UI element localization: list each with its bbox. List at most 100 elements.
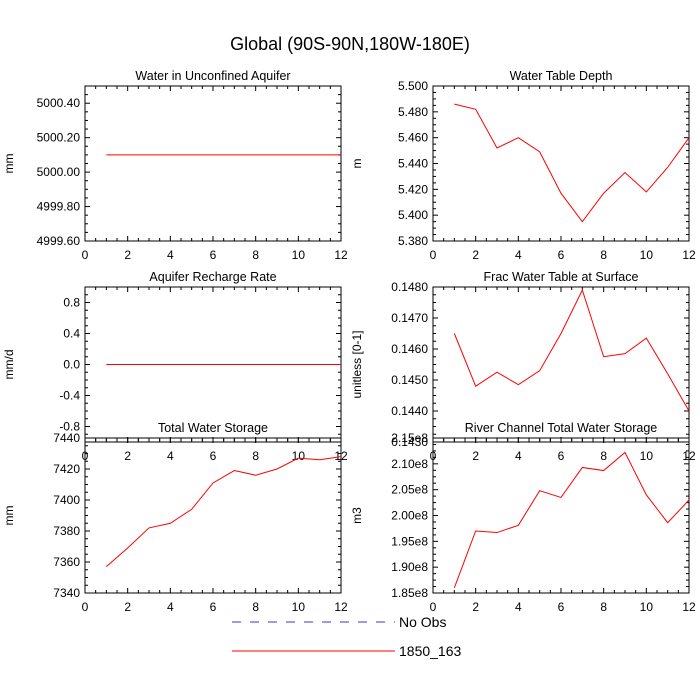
chart-panel: Water in Unconfined Aquifer 0 2 4 6 8 10 12 4999… [2,69,348,262]
panel-title: Total Water Storage [158,421,268,435]
panel-title: Frac Water Table at Surface [484,270,639,284]
y-axis-label: m [350,159,364,169]
x-tick-label: 2 [472,248,479,262]
y-tick-label: 0.1450 [391,373,428,387]
series-line [453,288,690,412]
y-tick-label: 4999.60 [37,234,81,248]
x-tick-label: 0 [430,600,437,614]
y-tick-label: 5.500 [398,79,428,93]
y-tick-label: 2.00e8 [391,509,428,523]
y-tick-label: 5.380 [398,234,428,248]
plot-frame [84,85,342,242]
y-tick-label: 7400 [53,493,80,507]
y-axis-label: unitless [0-1] [350,330,364,398]
x-tick-label: 2 [472,600,479,614]
x-tick-label: 6 [210,449,217,463]
y-axis-label: mm/d [2,350,16,380]
x-tick-label: 8 [252,248,259,262]
x-tick-label: 10 [292,600,306,614]
panel-title: Water Table Depth [510,69,613,83]
y-tick-label: 7420 [53,462,80,476]
y-tick-label: 5.460 [398,131,428,145]
y-tick-label: 1.90e8 [391,560,428,574]
y-tick-label: 0.8 [63,296,80,310]
x-tick-label: 12 [682,600,696,614]
x-tick-label: 4 [515,449,522,463]
y-tick-label: 5000.40 [37,96,81,110]
x-tick-label: 4 [167,600,174,614]
y-tick-label: -0.4 [59,389,80,403]
figure-title: Global (90S-90N,180W-180E) [230,34,470,54]
y-tick-label: 0.1430 [391,435,428,449]
x-tick-label: 4 [167,248,174,262]
y-tick-label: 1.95e8 [391,534,428,548]
panel-title: River Channel Total Water Storage [465,421,658,435]
y-axis-label: mm [2,154,16,174]
x-tick-label: 0 [82,248,89,262]
series-line [106,456,342,568]
chart-panel: Total Water Storage 0 2 4 6 8 10 12 7340 7360 7380… [2,421,348,614]
y-tick-label: 2.05e8 [391,483,428,497]
x-tick-label: 10 [640,600,654,614]
x-tick-label: 6 [558,600,565,614]
y-tick-label: 7440 [53,431,80,445]
x-tick-label: 2 [124,248,131,262]
legend-label: 1850_163 [399,643,462,659]
plot-frame [432,85,690,242]
y-tick-label: 2.15e8 [391,431,428,445]
x-tick-label: 0 [430,248,437,262]
x-tick-label: 0 [82,600,89,614]
y-tick-label: 2.10e8 [391,457,428,471]
x-tick-label: 12 [334,600,348,614]
y-tick-label: 7380 [53,524,80,538]
y-tick-label: 0.1470 [391,311,428,325]
y-tick-label: 5000.20 [37,131,81,145]
y-axis-label: mm [2,506,16,526]
panel-title: Water in Unconfined Aquifer [135,69,290,83]
x-tick-label: 4 [167,449,174,463]
y-tick-label: 0.1440 [391,404,428,418]
x-tick-label: 10 [640,449,654,463]
x-tick-label: 4 [515,248,522,262]
y-tick-label: 0.1460 [391,342,428,356]
x-tick-label: 8 [252,600,259,614]
y-tick-label: -0.8 [59,420,80,434]
chart-panel: Water Table Depth 0 2 4 6 8 10 12 5.380 5.400 5.42… [350,69,696,262]
series-line [453,451,690,589]
y-tick-label: 0.4 [63,327,80,341]
x-tick-label: 6 [558,449,565,463]
x-tick-label: 10 [640,248,654,262]
x-tick-label: 8 [600,449,607,463]
x-tick-label: 4 [515,600,522,614]
plot-frame [432,286,690,443]
x-tick-label: 8 [600,600,607,614]
panel-grid: Water in Unconfined Aquifer 0 2 4 6 8 10 12 4999… [2,69,696,614]
x-tick-label: 12 [682,248,696,262]
chart-panel: River Channel Total Water Storage 0 2 4 6 8 10… [350,421,696,614]
legend-label: No Obs [399,614,446,630]
y-tick-label: 0.0 [63,358,80,372]
x-tick-label: 2 [472,449,479,463]
y-axis-label: m3 [350,507,364,524]
x-tick-label: 6 [558,248,565,262]
x-tick-label: 8 [252,449,259,463]
y-tick-label: 7360 [53,555,80,569]
y-tick-label: 5000.00 [37,165,81,179]
legend: No Obs 1850_163 [232,614,462,659]
x-tick-label: 6 [210,600,217,614]
x-tick-label: 8 [600,248,607,262]
x-tick-label: 6 [210,248,217,262]
series-line [454,103,690,223]
y-tick-label: 4999.80 [37,200,81,214]
y-tick-label: 1.85e8 [391,586,428,600]
y-tick-label: 7340 [53,586,80,600]
y-tick-label: 5.420 [398,182,428,196]
panel-title: Aquifer Recharge Rate [149,270,276,284]
y-tick-label: 5.480 [398,105,428,119]
x-tick-label: 12 [334,248,348,262]
x-tick-label: 2 [124,600,131,614]
y-tick-label: 0.1480 [391,280,428,294]
y-tick-label: 5.440 [398,157,428,171]
